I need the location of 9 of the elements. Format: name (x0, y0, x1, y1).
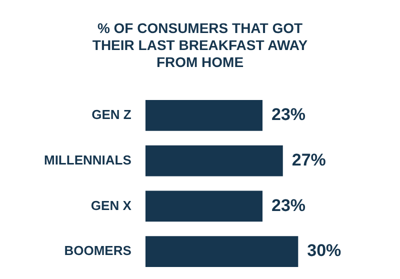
y-tick-label: GEN Z (92, 107, 132, 122)
data-label: 23% (272, 105, 306, 124)
data-label: 23% (272, 196, 306, 215)
y-tick-label: MILLENNIALS (44, 152, 132, 168)
data-label: 27% (292, 150, 326, 170)
chart-title: % OF CONSUMERS THAT GOT THEIR LAST BREAKFAST AWAY FROM HOME (91, 20, 309, 71)
y-tick-label: GEN X (90, 198, 132, 213)
data-label: 30% (307, 241, 342, 260)
y-tick-label: BOOMERS (64, 243, 132, 258)
